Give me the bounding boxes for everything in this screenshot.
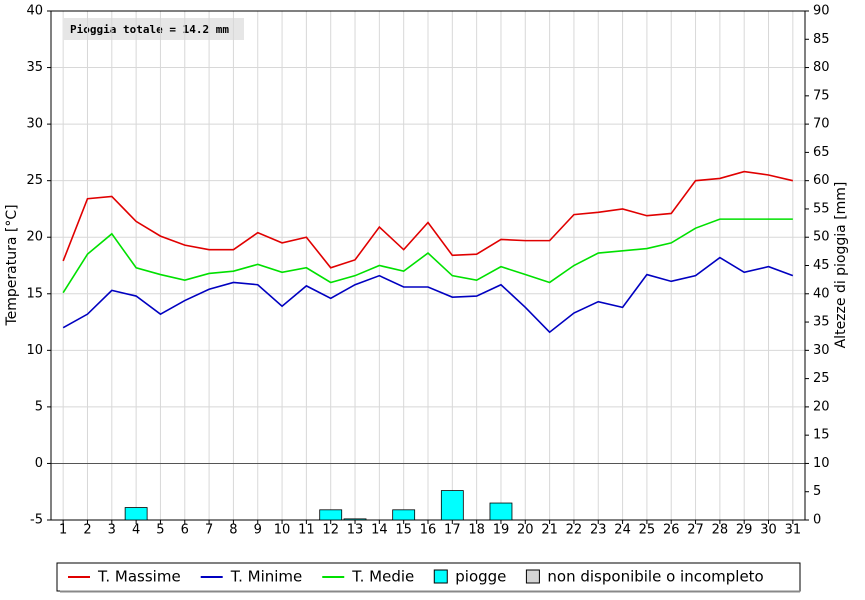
x-tick-label: 7 (205, 523, 213, 538)
series-line (62, 256, 794, 334)
y2-tick-label: 20 (813, 399, 830, 414)
y2-tick-label: 10 (813, 456, 830, 471)
y2-tick-label: 90 (813, 4, 830, 19)
x-tick-label: 13 (347, 523, 364, 538)
y2-tick-label: 65 (813, 145, 830, 160)
legend-label: non disponibile o incompleto (547, 568, 763, 586)
y-tick-label: 10 (26, 343, 43, 358)
x-tick-label: 19 (493, 523, 510, 538)
rain-bar (440, 490, 464, 521)
legend-swatch (525, 569, 540, 584)
legend-label: piogge (455, 568, 506, 586)
y2-tick-label: 45 (813, 258, 830, 273)
x-tick-label: 9 (254, 523, 262, 538)
y2-tick-label: 70 (813, 117, 830, 132)
x-tick-label: 25 (639, 523, 656, 538)
y-tick-label: -5 (30, 513, 43, 528)
y2-tick-label: 80 (813, 60, 830, 75)
y2-tick-label: 40 (813, 286, 830, 301)
x-tick-label: 11 (298, 523, 315, 538)
y2-tick-label: 5 (813, 484, 821, 499)
y-tick-label: 15 (26, 286, 43, 301)
y2-tick-label: 30 (813, 343, 830, 358)
rain-bar (489, 502, 513, 521)
x-tick-label: 17 (444, 523, 461, 538)
series-line (62, 170, 794, 269)
x-tick-label: 14 (371, 523, 388, 538)
x-tick-label: 5 (156, 523, 164, 538)
x-tick-label: 10 (274, 523, 291, 538)
annotation: Pioggia totale = 14.2 mm (70, 23, 229, 36)
y-tick-label: 35 (26, 60, 43, 75)
annotation-box (64, 18, 244, 40)
rain-bar (319, 509, 343, 521)
rain-bar (343, 518, 367, 521)
y-tick-label: 5 (35, 399, 43, 414)
legend-box (56, 562, 801, 592)
y-tick-label: 25 (26, 173, 43, 188)
rain-bar (392, 509, 416, 521)
x-tick-label: 29 (736, 523, 753, 538)
y2-tick-label: 85 (813, 32, 830, 47)
legend-label: T. Minime (230, 568, 303, 586)
x-tick-label: 30 (760, 523, 777, 538)
x-tick-label: 21 (541, 523, 558, 538)
x-tick-label: 24 (614, 523, 631, 538)
legend-label: T. Massime (97, 568, 181, 586)
y2-tick-label: 35 (813, 315, 830, 330)
x-tick-label: 31 (785, 523, 802, 538)
x-tick-label: 2 (83, 523, 91, 538)
x-tick-label: 18 (468, 523, 485, 538)
x-tick-label: 20 (517, 523, 534, 538)
x-tick-label: 26 (663, 523, 680, 538)
legend-swatch (433, 569, 448, 584)
y2-tick-label: 55 (813, 201, 830, 216)
y2-axis-label: Altezze di pioggia [mm] (833, 182, 849, 349)
x-tick-label: 27 (687, 523, 704, 538)
x-tick-label: 23 (590, 523, 607, 538)
legend-label: T. Medie (351, 568, 414, 586)
y2-tick-label: 60 (813, 173, 830, 188)
y-axis-label: Temperatura [°C] (4, 204, 20, 326)
rain-bar (124, 507, 148, 521)
plot-frame (50, 10, 806, 521)
y-tick-label: 40 (26, 4, 43, 19)
y2-tick-label: 15 (813, 428, 830, 443)
y2-tick-label: 0 (813, 513, 821, 528)
y-tick-label: 30 (26, 117, 43, 132)
x-tick-label: 22 (566, 523, 583, 538)
x-tick-label: 1 (59, 523, 67, 538)
y2-tick-label: 75 (813, 88, 830, 103)
x-tick-label: 15 (395, 523, 412, 538)
y2-tick-label: 50 (813, 230, 830, 245)
x-tick-label: 4 (132, 523, 140, 538)
series-line (62, 218, 793, 294)
x-tick-label: 6 (181, 523, 189, 538)
x-tick-label: 8 (229, 523, 237, 538)
y-tick-label: 20 (26, 230, 43, 245)
y-tick-label: 0 (35, 456, 43, 471)
x-tick-label: 3 (108, 523, 116, 538)
x-tick-label: 12 (322, 523, 339, 538)
y2-tick-label: 25 (813, 371, 830, 386)
x-tick-label: 16 (420, 523, 437, 538)
x-tick-label: 28 (712, 523, 729, 538)
